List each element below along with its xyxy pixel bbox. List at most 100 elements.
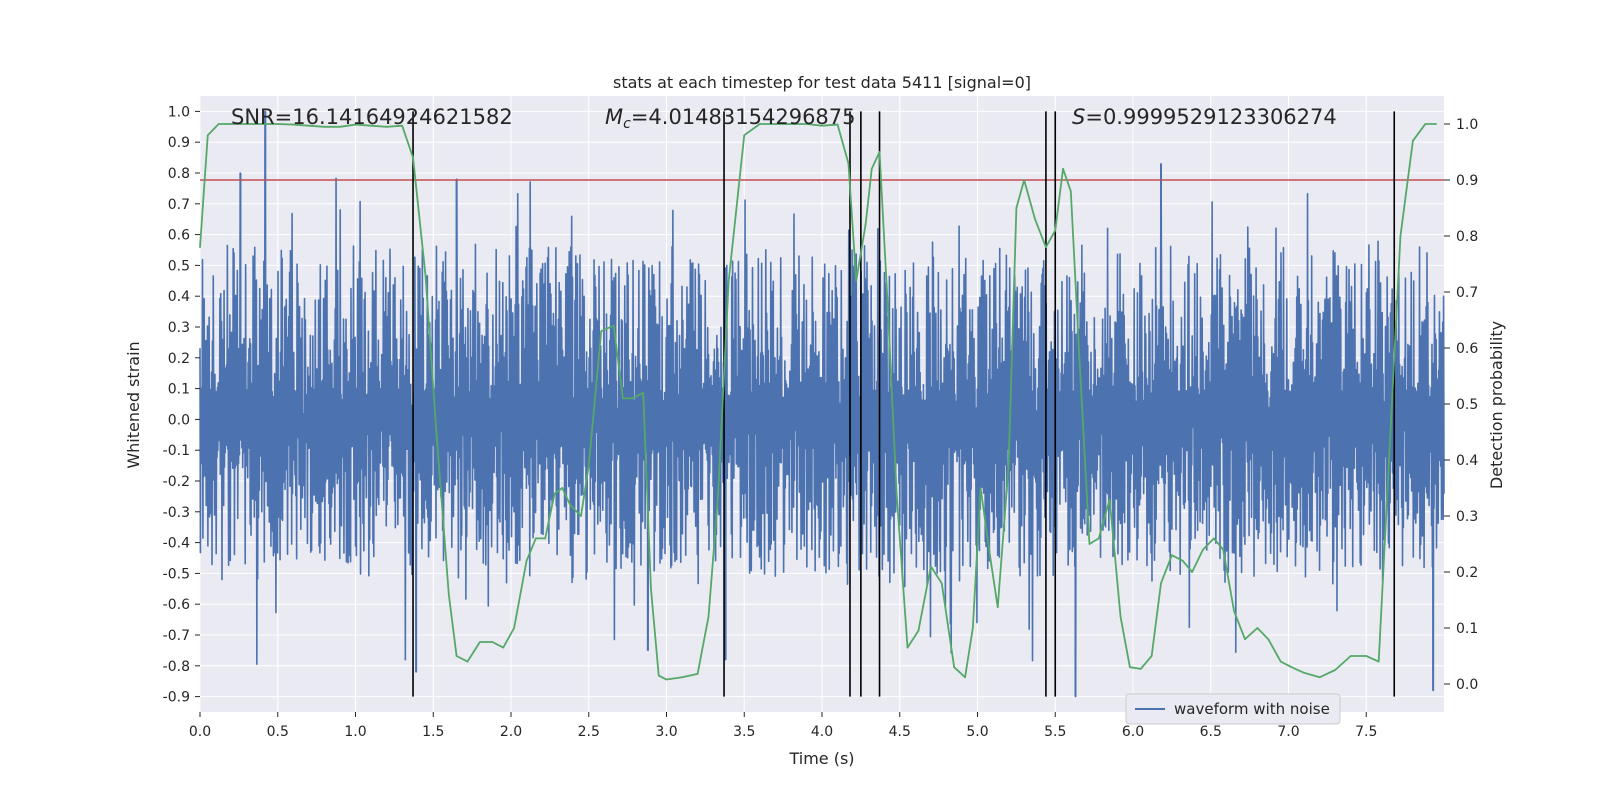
probability-point <box>612 324 615 327</box>
probability-point <box>1267 638 1270 640</box>
x-tick-label: 5.5 <box>1044 724 1066 740</box>
probability-point <box>870 168 873 170</box>
probability-point <box>206 134 209 136</box>
probability-point <box>1062 168 1064 170</box>
probability-point <box>561 487 564 489</box>
probability-point <box>217 123 220 125</box>
waveform-series <box>199 110 1445 698</box>
y-tick-label: -0.8 <box>163 659 190 675</box>
x-tick-label: 3.5 <box>733 724 755 740</box>
y2-tick-label: 0.7 <box>1456 285 1478 301</box>
x-axis-label: Time (s) <box>788 749 854 768</box>
probability-point <box>1045 246 1047 248</box>
x-tick-label: 6.0 <box>1122 724 1144 740</box>
probability-point <box>412 156 414 159</box>
probability-point <box>1015 207 1018 209</box>
probability-point <box>642 392 644 394</box>
y2-tick-label: 0.5 <box>1456 397 1478 413</box>
probability-point <box>1088 543 1091 545</box>
mc-annotation: Mc=4.01483154296875 <box>605 105 856 132</box>
probability-point <box>821 124 823 127</box>
probability-point <box>308 124 310 127</box>
probability-point <box>1181 560 1184 562</box>
probability-point <box>199 246 201 248</box>
x-tick-label: 4.0 <box>811 724 833 740</box>
probability-point <box>696 673 699 675</box>
probability-point <box>1097 537 1100 540</box>
mc-symbol: M <box>605 105 623 129</box>
probability-point <box>1108 498 1111 501</box>
probability-point <box>401 124 403 127</box>
probability-point <box>1349 655 1352 657</box>
y-tick-label: 0.4 <box>168 289 190 305</box>
probability-point <box>1160 582 1162 584</box>
y-axis-label: Whitened strain <box>124 341 143 468</box>
y-tick-label: -0.4 <box>163 536 190 552</box>
probability-point <box>292 123 295 126</box>
probability-point <box>774 123 777 125</box>
probability-point <box>759 123 761 125</box>
probability-point <box>1318 676 1321 679</box>
probability-point <box>1424 123 1427 125</box>
probability-point <box>424 274 427 277</box>
probability-point <box>864 224 867 226</box>
probability-point <box>1279 660 1282 663</box>
probability-point <box>245 123 248 125</box>
y-tick-label: 0.3 <box>168 320 190 336</box>
probability-point <box>385 126 388 128</box>
probability-point <box>1388 448 1391 450</box>
y-tick-label: -0.3 <box>163 505 190 521</box>
probability-point <box>979 487 982 489</box>
probability-point <box>622 397 624 400</box>
legend-label-waveform: waveform with noise <box>1174 700 1330 718</box>
y2-tick-label: 0.1 <box>1456 621 1478 637</box>
probability-point <box>727 280 730 282</box>
probability-point <box>491 641 494 643</box>
probability-point <box>878 151 881 153</box>
y-tick-label: -0.6 <box>163 597 190 613</box>
s-symbol: S <box>1072 105 1085 129</box>
y-tick-label: 1.0 <box>168 104 190 120</box>
legend-box <box>1125 693 1341 725</box>
probability-point <box>1150 655 1153 657</box>
probability-point <box>535 537 537 540</box>
y2-tick-label: 0.3 <box>1456 509 1478 525</box>
probability-point <box>525 560 528 562</box>
probability-point <box>1365 655 1368 657</box>
y2-tick-label: 0.8 <box>1456 229 1478 245</box>
y-tick-label: 0.9 <box>168 135 190 151</box>
y-tick-label: 0.2 <box>168 351 190 367</box>
probability-point <box>1256 627 1259 629</box>
s-value: =0.9999529123306274 <box>1085 105 1336 129</box>
probability-point <box>569 504 571 506</box>
y2-tick-label: 0.4 <box>1456 453 1478 469</box>
y-tick-label: 0.6 <box>168 228 190 244</box>
probability-point <box>972 627 974 629</box>
probability-point <box>1213 537 1215 540</box>
x-tick-label: 0.0 <box>189 724 211 740</box>
probability-line <box>199 123 1437 681</box>
probability-point <box>930 565 932 568</box>
snr-annotation: SNR=16.14164924621582 <box>231 105 513 129</box>
y2-tick-label: 0.9 <box>1456 173 1478 189</box>
probability-point <box>855 280 858 282</box>
probability-point <box>940 582 943 584</box>
y-tick-label: -0.5 <box>163 566 190 582</box>
probability-point <box>276 123 279 125</box>
probability-point <box>717 498 719 501</box>
probability-point <box>553 492 556 495</box>
y2-axis-label: Detection probability <box>1487 321 1506 489</box>
probability-point <box>1191 571 1193 573</box>
y-tick-label: 0.5 <box>168 258 190 274</box>
probability-point <box>953 666 955 668</box>
probability-point <box>261 123 264 125</box>
s-annotation: S=0.9999529123306274 <box>1072 105 1337 129</box>
x-tick-label: 0.5 <box>267 724 289 740</box>
probability-point <box>847 162 850 164</box>
legend: waveform with noise <box>1125 693 1341 725</box>
y-tick-label: -0.2 <box>163 474 190 490</box>
probability-point <box>466 660 469 663</box>
y-tick-label: 0.8 <box>168 166 190 182</box>
probability-point <box>1435 123 1438 125</box>
